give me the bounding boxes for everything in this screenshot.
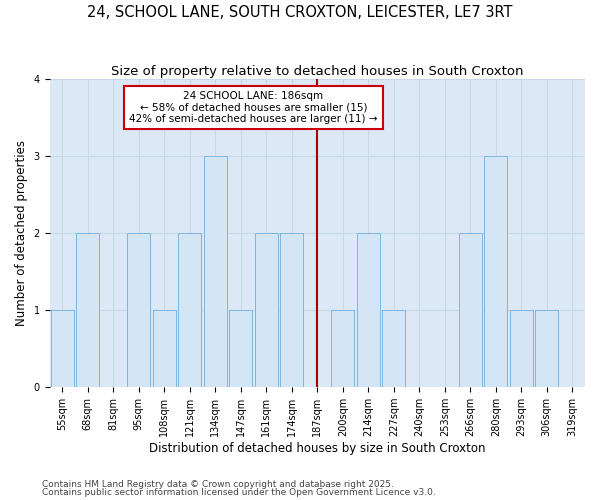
Bar	[280, 233, 303, 387]
Bar	[127, 233, 150, 387]
Bar	[510, 310, 533, 387]
Text: Contains public sector information licensed under the Open Government Licence v3: Contains public sector information licen…	[42, 488, 436, 497]
Bar	[204, 156, 227, 387]
Bar	[229, 310, 252, 387]
Text: Contains HM Land Registry data © Crown copyright and database right 2025.: Contains HM Land Registry data © Crown c…	[42, 480, 394, 489]
Y-axis label: Number of detached properties: Number of detached properties	[15, 140, 28, 326]
Bar	[51, 310, 74, 387]
Bar	[484, 156, 507, 387]
Bar	[331, 310, 354, 387]
Bar	[178, 233, 201, 387]
Bar	[382, 310, 405, 387]
Bar	[255, 233, 278, 387]
Text: 24, SCHOOL LANE, SOUTH CROXTON, LEICESTER, LE7 3RT: 24, SCHOOL LANE, SOUTH CROXTON, LEICESTE…	[87, 5, 513, 20]
Bar	[459, 233, 482, 387]
Bar	[153, 310, 176, 387]
X-axis label: Distribution of detached houses by size in South Croxton: Distribution of detached houses by size …	[149, 442, 485, 455]
Bar	[535, 310, 558, 387]
Bar	[357, 233, 380, 387]
Bar	[76, 233, 99, 387]
Title: Size of property relative to detached houses in South Croxton: Size of property relative to detached ho…	[111, 65, 524, 78]
Text: 24 SCHOOL LANE: 186sqm
← 58% of detached houses are smaller (15)
42% of semi-det: 24 SCHOOL LANE: 186sqm ← 58% of detached…	[129, 90, 378, 124]
